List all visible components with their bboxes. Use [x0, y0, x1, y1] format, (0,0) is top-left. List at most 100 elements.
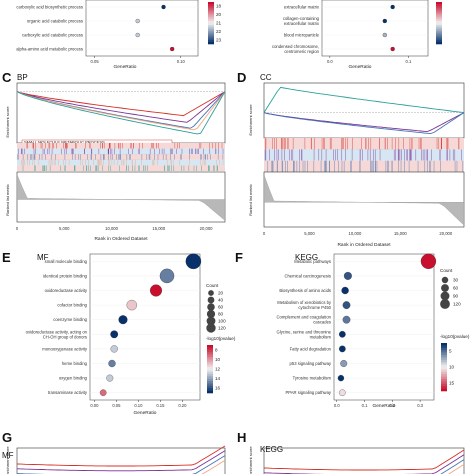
colorbar-step — [436, 8, 442, 11]
category-label: identical protein binding — [43, 273, 88, 278]
panel-h-letter: H — [237, 430, 246, 445]
colorbar-tick: 14 — [215, 376, 221, 381]
x-tick-label: 5,000 — [59, 226, 70, 231]
es-curve — [263, 112, 465, 135]
category-label: extracellular matrix — [284, 21, 320, 26]
size-legend-dot — [206, 316, 216, 326]
colorbar-step — [208, 31, 214, 34]
size-legend-dot — [441, 284, 449, 292]
data-point — [159, 268, 175, 284]
category-label: Biosynthesis of amino acids — [279, 288, 331, 293]
colorbar-step — [208, 2, 214, 5]
colorbar-step — [441, 364, 447, 368]
category-label: Glycine, serine and threonine — [277, 329, 332, 334]
panel-a-colorbar: 18 20 21 22 23 — [208, 2, 222, 45]
colorbar-step — [207, 349, 213, 353]
barcode-band — [264, 149, 464, 161]
category-label: monooxygenase activity — [42, 346, 88, 351]
colorbar-step — [207, 364, 213, 367]
colorbar-step — [208, 41, 214, 45]
data-point — [382, 18, 387, 24]
size-legend-label: 120 — [453, 302, 461, 307]
size-legend-dot — [207, 303, 215, 311]
x-tick-label: 15,000 — [394, 231, 407, 236]
data-point — [339, 330, 346, 338]
panel-e: E MF small molecule binding identical pro… — [2, 250, 236, 416]
x-tick-label: 0.0 — [334, 403, 340, 408]
panel-f-xlabel: GeneRatio — [373, 403, 396, 409]
panel-f-size-legend: 30 60 90 120 — [440, 276, 461, 309]
x-tick-label: 0.3 — [417, 403, 423, 408]
es-curve — [16, 91, 226, 135]
data-point — [135, 32, 140, 38]
category-label: Fatty acid degradation — [290, 346, 332, 351]
x-tick-label: 0 — [263, 231, 266, 236]
panel-d-barcode — [264, 138, 464, 172]
data-point — [341, 286, 349, 295]
size-legend-dot — [440, 299, 450, 309]
colorbar-tick: 23 — [216, 37, 222, 42]
colorbar-step — [208, 35, 214, 38]
x-tick-label: 20,000 — [439, 231, 452, 236]
category-label: CH-OH group of donors — [43, 334, 87, 339]
category-label: Complement and coagulation — [277, 315, 332, 320]
data-point — [342, 315, 351, 324]
colorbar-tick: 15 — [449, 381, 455, 386]
colorbar-tick: 18 — [216, 4, 222, 9]
colorbar-step — [207, 371, 213, 375]
data-point — [420, 253, 437, 269]
data-point — [390, 46, 395, 52]
panel-e-xlabel: GeneRatio — [134, 410, 157, 416]
panel-a-plot: carboxylic acid biosynthetic process orga… — [16, 4, 198, 64]
colorbar-step — [436, 16, 442, 20]
colorbar-step — [436, 41, 442, 45]
category-label: coenzyme binding — [53, 317, 87, 322]
panel-c-curves — [16, 91, 226, 135]
panel-c-barcode — [16, 143, 225, 171]
data-point — [110, 345, 118, 353]
size-legend-label: 60 — [218, 305, 224, 310]
data-point — [110, 330, 119, 339]
colorbar-tick: 21 — [216, 21, 222, 26]
colorbar-step — [207, 376, 213, 379]
colorbar-step — [208, 29, 214, 32]
data-point — [106, 374, 114, 382]
panel-g: G MF Enrichment score — [2, 430, 226, 474]
data-point — [99, 389, 107, 397]
colorbar-step — [207, 369, 213, 372]
x-tick-label: 0.0 — [327, 59, 333, 64]
es-curve — [263, 86, 465, 114]
colorbar-step — [441, 352, 447, 356]
colorbar-step — [208, 27, 214, 30]
panel-e-size-legend: 20 40 60 80 100 120 — [206, 290, 226, 333]
colorbar-step — [208, 4, 214, 7]
x-tick-label: 20,000 — [200, 226, 213, 231]
barcode-band — [264, 138, 464, 150]
category-label: small molecule binding — [45, 259, 88, 264]
x-tick-label: 0.05 — [112, 403, 121, 408]
panel-g-subtitle: MF — [2, 451, 14, 460]
colorbar-tick: 5 — [449, 349, 452, 354]
category-label: collagen-containing — [283, 16, 320, 21]
barcode-band — [17, 165, 225, 171]
panel-e-color-title: -log10(pvalue) — [206, 336, 236, 341]
data-point — [135, 18, 140, 24]
size-legend-label: 90 — [453, 294, 459, 299]
x-tick-label: 0.05 — [91, 59, 100, 64]
es-curve — [16, 450, 226, 472]
panel-d-rank-label: Ranked list metric — [248, 184, 253, 216]
colorbar-step — [436, 29, 442, 32]
es-curve — [16, 91, 226, 131]
category-label: Chemical carcinogenesis — [284, 273, 331, 278]
panel-f-plot: Metabolic pathways Chemical carcinogenesi… — [277, 253, 437, 408]
data-point — [161, 4, 166, 10]
colorbar-step — [436, 33, 442, 36]
size-legend-label: 120 — [218, 326, 226, 331]
data-point — [339, 389, 346, 397]
colorbar-step — [441, 376, 447, 380]
panel-e-count-title: Count — [206, 283, 219, 288]
size-legend-label: 80 — [218, 312, 224, 317]
colorbar-step — [441, 388, 447, 392]
colorbar-step — [208, 12, 214, 15]
panel-c-subtitle: BP — [17, 73, 28, 82]
